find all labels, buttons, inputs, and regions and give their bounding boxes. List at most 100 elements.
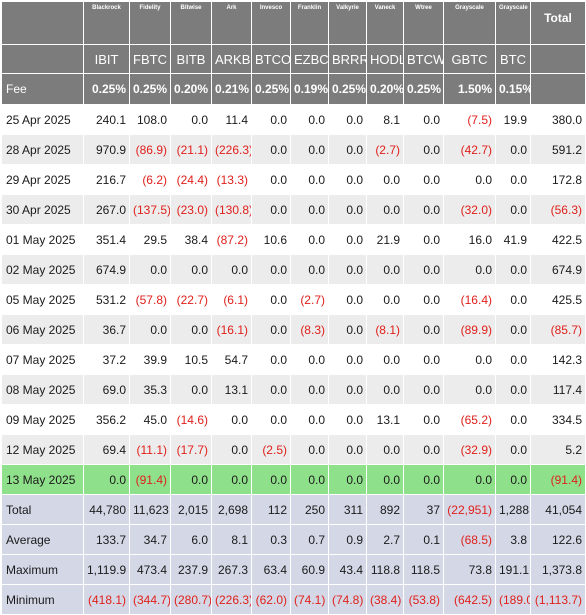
flow-value: 0.0 (403, 434, 444, 465)
flow-value: 0.0 (443, 464, 496, 495)
summary-value: 0.7 (290, 524, 329, 555)
flow-value: (32.9) (443, 434, 496, 465)
summary-label: Average (1, 524, 84, 555)
flow-value: 0.0 (170, 314, 212, 345)
flow-value: 0.0 (328, 464, 367, 495)
flow-value: 0.0 (290, 134, 329, 165)
summary-row: Total 44,780 11,623 2,015 2,698 112 250 311 892 3… (1, 494, 586, 525)
summary-total: 122.6 (530, 524, 586, 555)
flow-value: (24.4) (170, 164, 212, 195)
summary-value: 191.1 (495, 554, 531, 585)
flow-value: 0.0 (211, 434, 252, 465)
flow-value: 0.0 (366, 164, 404, 195)
flow-value: (23.0) (170, 194, 212, 225)
flow-value: 37.2 (83, 344, 130, 375)
flow-value: 0.0 (403, 194, 444, 225)
flow-value: (65.2) (443, 404, 496, 435)
flow-value: 267.0 (83, 194, 130, 225)
issuer-name: Valkyrie (328, 1, 367, 45)
summary-value: 34.7 (129, 524, 171, 555)
row-total: 142.3 (530, 344, 586, 375)
flow-value: 0.0 (403, 284, 444, 315)
flow-value: 970.9 (83, 134, 130, 165)
flow-value: 0.0 (366, 284, 404, 315)
ticker-symbol: ARKB (211, 44, 252, 74)
row-total: (91.4) (530, 464, 586, 495)
summary-value: (189.0) (495, 584, 531, 615)
flow-value: 0.0 (495, 344, 531, 375)
flow-value: 0.0 (251, 404, 291, 435)
ticker-symbol: BRRR (328, 44, 367, 74)
ticker-symbol: GBTC (443, 44, 496, 74)
flow-value: 0.0 (328, 344, 367, 375)
daily-flows: 25 Apr 2025 240.1 108.0 0.0 11.4 0.0 0.0 0.0 8.1… (1, 104, 586, 495)
table-row: 12 May 2025 69.4 (11.1) (17.7) 0.0 (2.5) 0.0 0.… (1, 434, 586, 465)
flow-value: 0.0 (211, 404, 252, 435)
flow-value: 41.9 (495, 224, 531, 255)
summary-row: Maximum 1,119.9 473.4 237.9 267.3 63.4 60.9 43.… (1, 554, 586, 585)
flow-value: 16.0 (443, 224, 496, 255)
summary-value: 6.0 (170, 524, 212, 555)
summary-value: (22,951) (443, 494, 496, 525)
table-row: 07 May 2025 37.2 39.9 10.5 54.7 0.0 0.0 0.0 0.0 0… (1, 344, 586, 375)
flow-value: 0.0 (403, 104, 444, 135)
flow-value: 0.0 (251, 164, 291, 195)
row-date: 09 May 2025 (1, 404, 84, 435)
row-total: 5.2 (530, 434, 586, 465)
flow-value: 0.0 (170, 374, 212, 405)
flow-value: 29.5 (129, 224, 171, 255)
flow-value: 674.9 (83, 254, 130, 285)
issuer-row: Blackrock Fidelity Bitwise Ark Invesco Frankl… (1, 1, 586, 45)
issuer-name: Ark (211, 1, 252, 45)
row-total: 674.9 (530, 254, 586, 285)
fee-value: 0.15% (495, 73, 531, 105)
ticker-symbol: BTCW (403, 44, 444, 74)
flow-value: 0.0 (328, 434, 367, 465)
ticker-row: IBIT FBTC BITB ARKB BTCO EZBC BRRR HODL BTCW GBTC… (1, 44, 586, 74)
summary-rows: Total 44,780 11,623 2,015 2,698 112 250 311 892 3… (1, 494, 586, 615)
row-total: (56.3) (530, 194, 586, 225)
flow-value: 0.0 (170, 254, 212, 285)
flow-value: 0.0 (328, 164, 367, 195)
summary-value: 8.1 (211, 524, 252, 555)
flow-value: 0.0 (170, 464, 212, 495)
flow-value: 0.0 (251, 284, 291, 315)
row-date: 02 May 2025 (1, 254, 84, 285)
issuer-name: Fidelity (129, 1, 171, 45)
flow-value: 0.0 (328, 254, 367, 285)
flow-value: 0.0 (328, 284, 367, 315)
summary-value: 11,623 (129, 494, 171, 525)
ticker-corner-cell (1, 44, 84, 74)
flow-value: 0.0 (495, 434, 531, 465)
summary-value: (226.3) (211, 584, 252, 615)
flow-value: (16.1) (211, 314, 252, 345)
summary-value: 73.8 (443, 554, 496, 585)
summary-value: (38.4) (366, 584, 404, 615)
ticker-symbol: EZBC (290, 44, 329, 74)
summary-value: (344.7) (129, 584, 171, 615)
flow-value: 0.0 (403, 344, 444, 375)
flow-value: (2.7) (366, 134, 404, 165)
flow-value: (16.4) (443, 284, 496, 315)
flow-value: 0.0 (129, 254, 171, 285)
table-row: 29 Apr 2025 216.7 (6.2) (24.4) (13.3) 0.0 0.0 0… (1, 164, 586, 195)
flow-value: (14.6) (170, 404, 212, 435)
summary-value: 3.8 (495, 524, 531, 555)
flow-value: 54.7 (211, 344, 252, 375)
issuer-name: Wtree (403, 1, 444, 45)
issuer-name: Grayscale (495, 1, 531, 45)
summary-value: 2,015 (170, 494, 212, 525)
summary-row: Minimum (418.1) (344.7) (280.7) (226.3) (62.0… (1, 584, 586, 615)
fee-value: 0.25% (403, 73, 444, 105)
flow-value: (91.4) (129, 464, 171, 495)
flow-value: (6.1) (211, 284, 252, 315)
summary-value: 473.4 (129, 554, 171, 585)
flow-value: 0.0 (403, 254, 444, 285)
flow-value: 0.0 (366, 434, 404, 465)
table-row: 08 May 2025 69.0 35.3 0.0 13.1 0.0 0.0 0.0 0.0 0.… (1, 374, 586, 405)
summary-value: 311 (328, 494, 367, 525)
flow-value: 69.0 (83, 374, 130, 405)
summary-row: Average 133.7 34.7 6.0 8.1 0.3 0.7 0.9 2.7 0.1 (68… (1, 524, 586, 555)
flow-value: 0.0 (495, 314, 531, 345)
flow-value: 8.1 (366, 104, 404, 135)
